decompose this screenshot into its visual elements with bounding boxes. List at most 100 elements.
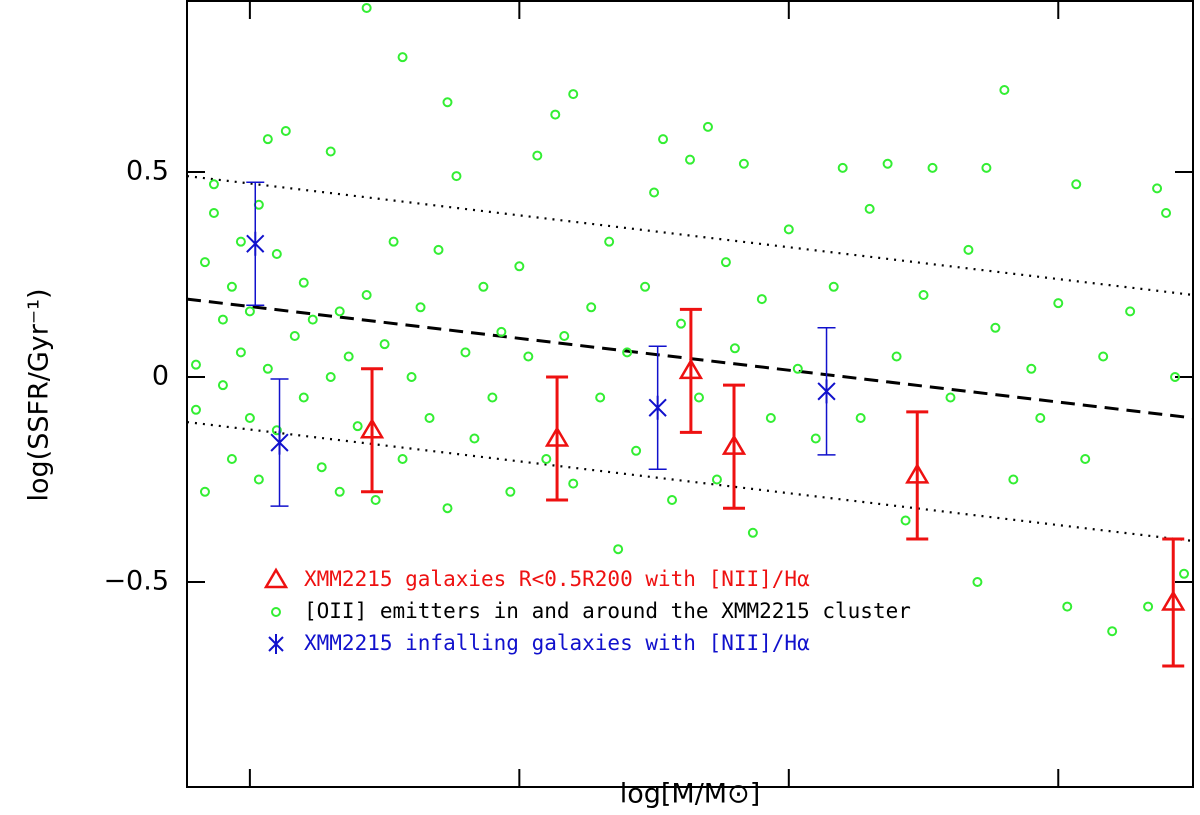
point bbox=[361, 2, 372, 13]
point bbox=[1098, 351, 1109, 362]
point bbox=[190, 404, 201, 415]
error-bar bbox=[546, 375, 569, 502]
plot-frame bbox=[186, 0, 1194, 788]
legend-label: XMM2215 infalling galaxies with [NII]/Hα bbox=[304, 631, 810, 655]
point bbox=[262, 134, 273, 145]
y-tick-label: 0 bbox=[152, 360, 169, 391]
point bbox=[747, 527, 758, 538]
triangle-marker bbox=[678, 358, 704, 380]
point bbox=[586, 302, 597, 313]
triangle-marker bbox=[544, 426, 570, 447]
point bbox=[217, 314, 228, 325]
point bbox=[505, 486, 516, 497]
point bbox=[1053, 298, 1064, 309]
point bbox=[235, 236, 246, 247]
point bbox=[855, 412, 866, 423]
point bbox=[487, 392, 498, 403]
point bbox=[1107, 626, 1118, 637]
point bbox=[478, 281, 489, 292]
point bbox=[613, 544, 624, 555]
point bbox=[199, 486, 210, 497]
point bbox=[738, 158, 749, 169]
reference-line bbox=[187, 174, 1193, 297]
point bbox=[568, 478, 579, 489]
point bbox=[361, 289, 372, 300]
legend-marker bbox=[263, 567, 289, 589]
point bbox=[864, 203, 875, 214]
point bbox=[792, 363, 803, 374]
point bbox=[1125, 306, 1136, 317]
point bbox=[1008, 474, 1019, 485]
point bbox=[199, 257, 210, 268]
error-bar bbox=[1162, 537, 1185, 668]
point bbox=[990, 322, 1001, 333]
point bbox=[325, 371, 336, 382]
point bbox=[442, 503, 453, 514]
point bbox=[631, 445, 642, 456]
point bbox=[1026, 363, 1037, 374]
x-tick-label: 10.2 bbox=[489, 814, 549, 815]
point bbox=[685, 154, 695, 165]
point bbox=[379, 339, 390, 350]
point bbox=[963, 244, 974, 255]
point bbox=[972, 576, 983, 587]
point bbox=[927, 162, 938, 173]
point bbox=[810, 433, 821, 444]
legend-label: XMM2215 galaxies R<0.5R200 with [NII]/Hα bbox=[304, 567, 810, 591]
point bbox=[667, 494, 678, 505]
x-tick-label: 9.9 bbox=[228, 814, 271, 815]
point bbox=[676, 318, 687, 329]
reference-line bbox=[187, 420, 1193, 543]
triangle-marker bbox=[359, 417, 385, 439]
point bbox=[1152, 183, 1163, 194]
point bbox=[1062, 601, 1073, 612]
point bbox=[280, 125, 291, 136]
point bbox=[235, 347, 246, 358]
point bbox=[334, 306, 345, 317]
point bbox=[406, 371, 417, 382]
point bbox=[765, 412, 776, 423]
point bbox=[604, 236, 615, 247]
x-axis-label: log[M/M⊙] bbox=[620, 779, 761, 810]
y-axis-label: log(SSFR/Gyr⁻¹) bbox=[24, 289, 55, 502]
point bbox=[370, 494, 381, 505]
point bbox=[945, 392, 956, 403]
point bbox=[208, 207, 219, 218]
point bbox=[307, 314, 318, 325]
point bbox=[891, 351, 902, 362]
triangle-marker bbox=[721, 434, 747, 455]
error-bar bbox=[679, 307, 702, 434]
x-tick-label: 10.5 bbox=[759, 814, 819, 815]
point bbox=[496, 326, 507, 337]
point bbox=[316, 462, 327, 473]
point bbox=[640, 281, 651, 292]
point bbox=[397, 453, 408, 464]
point bbox=[397, 52, 408, 63]
point bbox=[900, 515, 911, 526]
point bbox=[541, 453, 552, 464]
point bbox=[1179, 568, 1190, 579]
point bbox=[837, 162, 848, 173]
triangle-marker bbox=[905, 462, 930, 484]
point bbox=[244, 412, 255, 423]
point bbox=[720, 257, 731, 268]
point bbox=[828, 281, 839, 292]
point bbox=[226, 281, 237, 292]
point bbox=[244, 306, 255, 317]
point bbox=[298, 392, 309, 403]
triangle-marker bbox=[1161, 590, 1186, 611]
star-marker bbox=[817, 379, 836, 404]
star-marker bbox=[270, 430, 289, 455]
point bbox=[343, 351, 354, 362]
y-tick-label: −0.5 bbox=[103, 565, 169, 596]
point bbox=[658, 134, 669, 145]
point bbox=[918, 289, 929, 300]
point bbox=[433, 244, 444, 255]
point bbox=[550, 109, 561, 120]
point bbox=[649, 187, 660, 198]
point bbox=[729, 343, 740, 354]
point bbox=[217, 380, 228, 391]
error-bar bbox=[361, 367, 384, 494]
point bbox=[595, 392, 606, 403]
